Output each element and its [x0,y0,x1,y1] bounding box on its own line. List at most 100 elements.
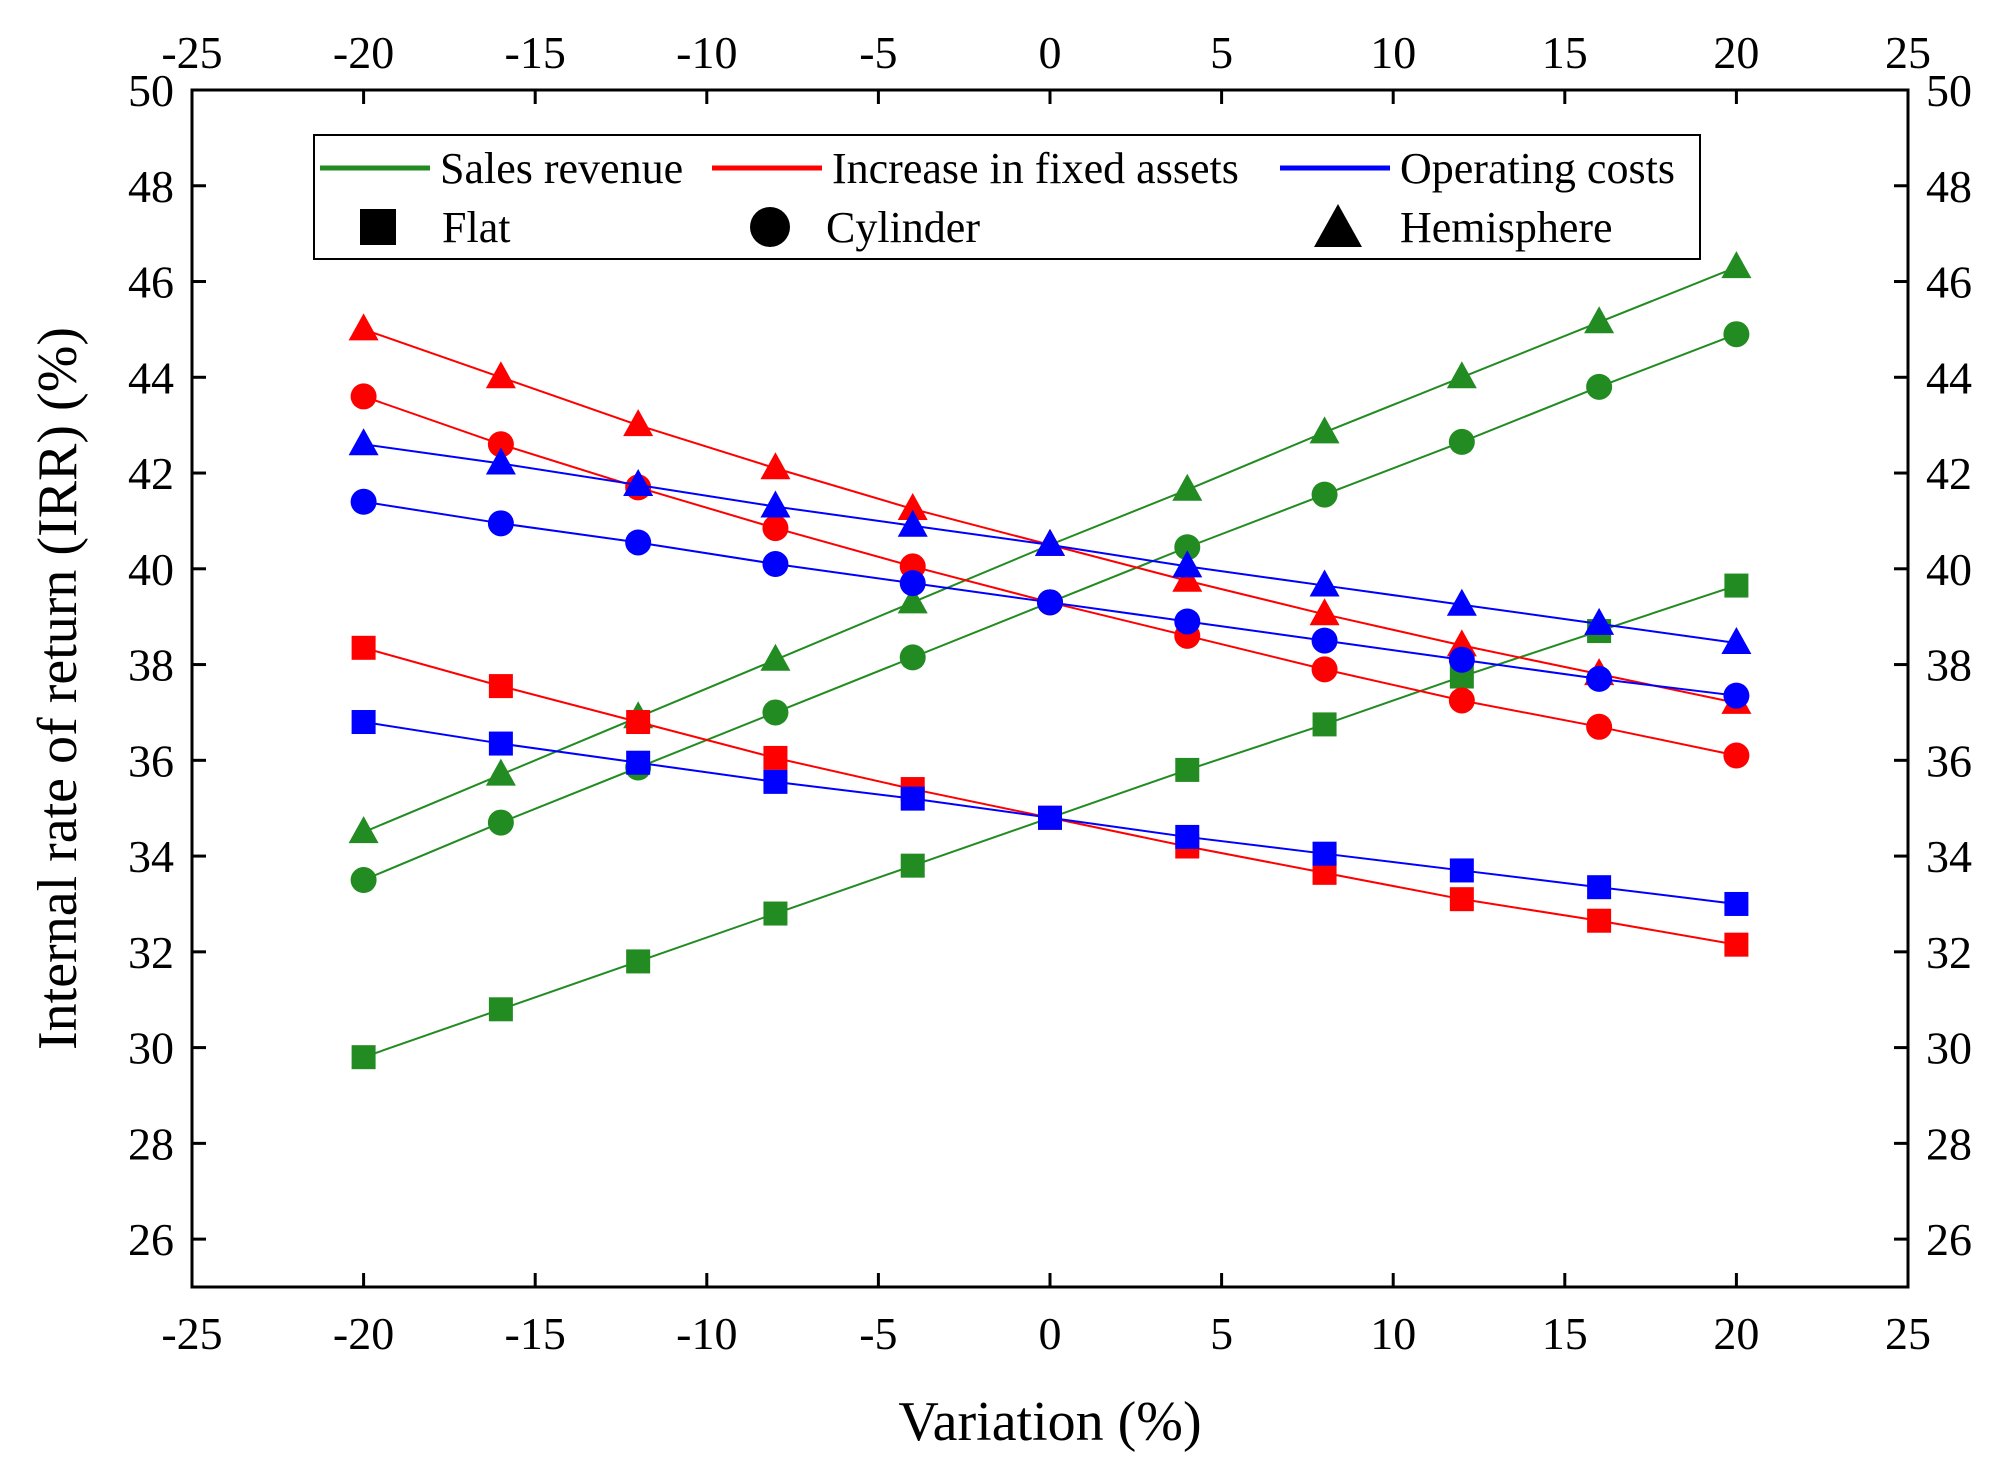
square-data-point [900,853,925,878]
circle-data-point [350,867,377,894]
circle-data-point [1448,687,1475,714]
y-tick-label-left: 34 [128,831,174,882]
legend-box [313,134,1701,260]
square-data-point [1724,932,1749,957]
square-data-point [626,710,651,735]
y-tick-label-right: 36 [1926,735,1972,786]
x-tick-label-top: 25 [1885,27,1931,78]
y-tick-label-right: 50 [1926,65,1972,116]
triangle-data-point [760,490,791,518]
y-tick-label-left: 40 [128,544,174,595]
y-tick-label-left: 26 [128,1214,174,1265]
square-data-point [1312,712,1337,737]
series-increase-in-fixed-assets-hemisphere [348,313,1752,714]
y-tick-label-left: 50 [128,65,174,116]
triangle-data-point [1172,473,1203,501]
circle-data-point [487,510,514,537]
y-tick-label-right: 38 [1926,640,1972,691]
circle-data-point [1311,481,1338,508]
legend-square-marker [360,209,396,245]
x-tick-label-bottom: -15 [505,1308,566,1359]
triangle-data-point [1446,361,1477,389]
circle-data-point [1723,321,1750,348]
y-tick-label-right: 32 [1926,927,1972,978]
triangle-data-point [760,643,791,671]
series-operating-costs-cylinder [350,488,1750,709]
series-operating-costs-flat [351,710,1749,916]
x-tick-label-top: -10 [676,27,737,78]
triangle-data-point [623,409,654,437]
series-increase-in-fixed-assets-flat [351,635,1749,957]
square-data-point [626,949,651,974]
circle-data-point [1586,713,1613,740]
triangle-data-point [1309,569,1340,597]
circle-data-point [1311,656,1338,683]
y-tick-label-right: 26 [1926,1214,1972,1265]
square-data-point [488,997,513,1022]
triangle-data-point [1721,251,1752,279]
circle-data-point [762,699,789,726]
circle-data-point [350,383,377,410]
y-tick-label-left: 32 [128,927,174,978]
triangle-data-point [760,452,791,480]
circle-data-point [1723,682,1750,709]
y-tick-label-left: 28 [128,1118,174,1169]
y-tick-label-left: 42 [128,448,174,499]
x-tick-label-bottom: -5 [859,1308,897,1359]
y-tick-label-left: 44 [128,352,174,403]
triangle-data-point [348,313,379,341]
y-tick-label-left: 46 [128,257,174,308]
x-tick-label-bottom: 0 [1039,1308,1062,1359]
square-data-point [1175,824,1200,849]
x-tick-label-top: 15 [1542,27,1588,78]
x-tick-label-top: -5 [859,27,897,78]
series-operating-costs-hemisphere [348,428,1752,655]
triangle-data-point [897,492,928,520]
square-data-point [1449,887,1474,912]
x-tick-label-bottom: 10 [1370,1308,1416,1359]
y-tick-label-right: 46 [1926,257,1972,308]
legend-triangle-shape [1314,204,1362,247]
circle-data-point [487,431,514,458]
legend-label-hemisphere: Hemisphere [1400,203,1613,252]
x-tick-label-top: -15 [505,27,566,78]
circle-data-point [1037,589,1063,616]
square-data-point [1175,757,1200,782]
square-data-point [488,674,513,699]
x-tick-label-top: -20 [333,27,394,78]
circle-data-point [899,644,926,671]
square-data-point [1587,908,1612,933]
plot-frame [190,88,1910,1289]
y-tick-label-left: 36 [128,735,174,786]
circle-data-point [1586,373,1613,400]
circle-data-point [899,570,926,597]
y-tick-label-right: 34 [1926,831,1972,882]
square-data-point [1587,875,1612,900]
circle-data-point [1586,665,1613,692]
square-data-point [1038,805,1062,830]
square-data-point [1449,858,1474,883]
square-data-point [1724,573,1749,598]
legend-triangle-marker [1314,204,1362,247]
triangle-data-point [897,509,928,537]
legend: Sales revenue Increase in fixed assets O… [313,134,1701,260]
circle-data-point [1448,646,1475,673]
triangle-data-point [485,361,516,389]
legend-circle-shape [750,207,790,247]
square-data-point [900,786,925,811]
legend-label-flat: Flat [442,203,510,252]
circle-data-point [487,809,514,836]
square-data-point [763,745,788,770]
square-data-point [626,750,651,775]
legend-label-cylinder: Cylinder [826,203,980,252]
y-axis-title: Internal rate of return (IRR) (%) [27,327,89,1050]
x-tick-label-bottom: 15 [1542,1308,1588,1359]
triangle-data-point [1446,588,1477,616]
triangle-data-point [1035,528,1065,556]
x-tick-label-top: -25 [161,27,222,78]
triangle-data-point [485,447,516,475]
legend-label-fixed-assets: Increase in fixed assets [832,144,1239,193]
triangle-data-point [897,586,928,614]
legend-label-sales-revenue: Sales revenue [440,144,683,193]
